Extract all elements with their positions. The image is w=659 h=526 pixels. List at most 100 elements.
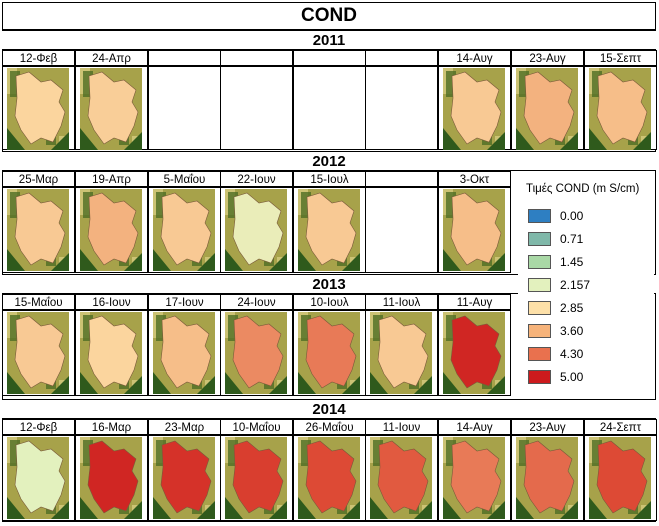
legend-swatch xyxy=(528,209,551,223)
lake-map-thumbnail xyxy=(153,312,215,394)
map-cell xyxy=(220,435,293,521)
figure-title: COND xyxy=(2,2,656,30)
date-label: 12-Φεβ xyxy=(2,419,75,435)
lake-surface xyxy=(450,192,502,266)
lake-map-thumbnail xyxy=(443,437,505,519)
lake-surface xyxy=(305,315,357,389)
lake-map-thumbnail xyxy=(80,189,142,271)
lake-surface xyxy=(87,192,139,266)
legend-swatch xyxy=(528,347,551,361)
lake-map-thumbnail xyxy=(225,189,287,271)
lake-map-thumbnail xyxy=(516,437,578,519)
date-label: 11-Ιουλ xyxy=(365,294,438,310)
date-label xyxy=(293,50,366,66)
lake-map-thumbnail xyxy=(225,437,287,519)
lake-surface xyxy=(160,440,212,514)
lake-surface xyxy=(450,315,502,389)
lake-map-thumbnail xyxy=(443,312,505,394)
year-header: 2013 xyxy=(2,274,656,294)
lake-surface xyxy=(305,192,357,266)
lake-surface xyxy=(160,192,212,266)
lake-surface xyxy=(450,440,502,514)
map-cell xyxy=(365,435,438,521)
lake-surface xyxy=(377,315,429,389)
legend-value: 1.45 xyxy=(560,255,584,269)
lake-surface xyxy=(87,440,139,514)
legend: Τιμές COND (m S/cm) 0.00 0.71 1.45 2.157 2.8… xyxy=(518,181,654,392)
date-label: 14-Αυγ xyxy=(438,50,511,66)
lake-map-thumbnail xyxy=(7,68,69,150)
lake-surface xyxy=(232,315,284,389)
lake-surface xyxy=(14,440,66,514)
date-label: 14-Αυγ xyxy=(438,419,511,435)
date-label: 5-Μαΐου xyxy=(148,171,221,187)
legend-value: 0.71 xyxy=(560,232,584,246)
date-label: 3-Οκτ xyxy=(438,171,511,187)
map-cell xyxy=(148,187,221,273)
lake-map-thumbnail xyxy=(589,68,651,150)
legend-title: Τιμές COND (m S/cm) xyxy=(526,183,640,195)
lake-surface xyxy=(232,440,284,514)
map-cell xyxy=(365,66,438,150)
legend-value: 3.60 xyxy=(560,324,584,338)
date-label: 17-Ιουν xyxy=(148,294,221,310)
map-cell xyxy=(75,66,148,150)
lake-map-thumbnail xyxy=(80,312,142,394)
lake-surface xyxy=(14,192,66,266)
date-label: 11-Αυγ xyxy=(438,294,511,310)
date-label xyxy=(220,50,293,66)
lake-map-thumbnail xyxy=(153,189,215,271)
map-cell xyxy=(75,310,148,396)
date-label: 22-Ιουν xyxy=(220,171,293,187)
map-cell xyxy=(220,66,293,150)
lake-map-thumbnail xyxy=(7,189,69,271)
date-label: 12-Φεβ xyxy=(2,50,75,66)
legend-value: 4.30 xyxy=(560,347,584,361)
lake-surface xyxy=(596,440,648,514)
lake-map-thumbnail xyxy=(443,68,505,150)
date-label: 16-Μαρ xyxy=(75,419,148,435)
lake-map-thumbnail xyxy=(589,437,651,519)
lake-map-thumbnail xyxy=(298,437,360,519)
lake-map-thumbnail xyxy=(370,437,432,519)
date-label: 15-Σεπτ xyxy=(584,50,657,66)
lake-map-thumbnail xyxy=(7,312,69,394)
date-label: 24-Απρ xyxy=(75,50,148,66)
date-label: 23-Μαρ xyxy=(148,419,221,435)
lake-map-thumbnail xyxy=(443,189,505,271)
date-label: 23-Αυγ xyxy=(511,50,584,66)
map-cell xyxy=(220,187,293,273)
map-cell xyxy=(75,187,148,273)
lake-surface xyxy=(523,71,575,145)
map-cell xyxy=(438,435,511,521)
lake-surface xyxy=(450,71,502,145)
legend-value: 2.85 xyxy=(560,301,584,315)
date-label: 10-Ιουλ xyxy=(293,294,366,310)
year-header: 2012 xyxy=(2,151,656,171)
lake-map-thumbnail xyxy=(225,312,287,394)
map-cell xyxy=(584,435,657,521)
lake-surface xyxy=(232,192,284,266)
date-label: 26-Μαΐου xyxy=(293,419,366,435)
map-cell xyxy=(2,310,75,396)
date-label: 15-Ιουλ xyxy=(293,171,366,187)
legend-swatch xyxy=(528,301,551,315)
date-label: 10-Μαΐου xyxy=(220,419,293,435)
date-label: 11-Ιουν xyxy=(365,419,438,435)
lake-map-thumbnail xyxy=(370,312,432,394)
date-label xyxy=(365,50,438,66)
lake-surface xyxy=(377,440,429,514)
legend-value: 5.00 xyxy=(560,370,584,384)
date-label: 19-Απρ xyxy=(75,171,148,187)
legend-swatch xyxy=(528,255,551,269)
lake-map-thumbnail xyxy=(153,437,215,519)
lake-surface xyxy=(160,315,212,389)
map-cell xyxy=(148,435,221,521)
map-cell xyxy=(2,66,75,150)
map-cell xyxy=(2,187,75,273)
map-cell xyxy=(438,66,511,150)
map-cell xyxy=(511,435,584,521)
map-cell xyxy=(293,310,366,396)
legend-value: 2.157 xyxy=(560,278,591,292)
legend-swatch xyxy=(528,232,551,246)
